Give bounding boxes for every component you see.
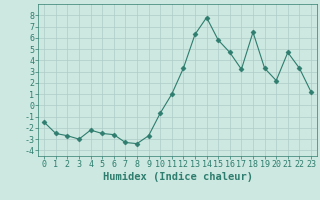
- X-axis label: Humidex (Indice chaleur): Humidex (Indice chaleur): [103, 172, 252, 182]
